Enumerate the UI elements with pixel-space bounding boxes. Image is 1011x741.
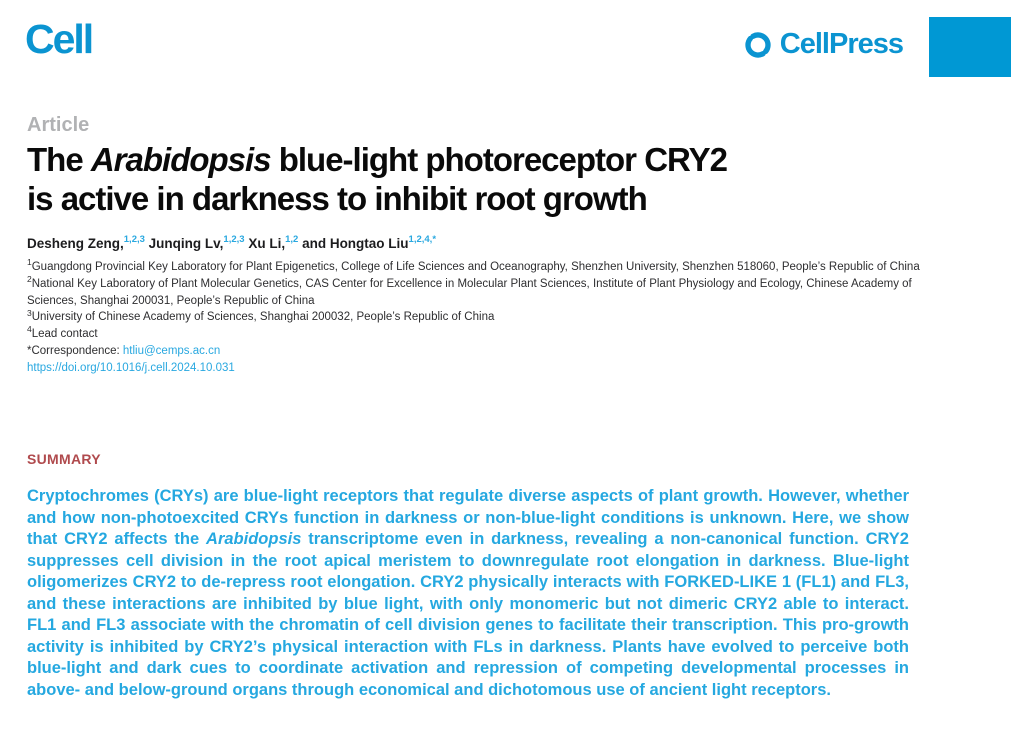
correspondence-prefix: *Correspondence: [27,344,123,357]
affiliation-line: 3University of Chinese Academy of Scienc… [27,307,495,324]
affiliation-list: 1Guangdong Provincial Key Laboratory for… [27,257,939,343]
cellpress-swirl-icon [745,31,771,58]
summary-heading: SUMMARY [27,451,101,467]
cell-journal-logo: Cell [25,16,94,62]
affiliation-line: 2National Key Laboratory of Plant Molecu… [27,273,912,307]
doi-line: https://doi.org/10.1016/j.cell.2024.10.0… [27,360,939,377]
cover-accent-rectangle [929,17,1011,77]
affiliation-line: 1Guangdong Provincial Key Laboratory for… [27,257,920,273]
article-title-line-1: The Arabidopsis blue-light photoreceptor… [27,141,728,178]
cellpress-logo: CellPress [743,28,904,61]
affiliation-line: 4Lead contact [27,324,98,341]
doi-link[interactable]: https://doi.org/10.1016/j.cell.2024.10.0… [27,361,235,374]
article-title: The Arabidopsis blue-light photoreceptor… [27,140,728,218]
authors-line: Desheng Zeng,1,2,3 Junqing Lv,1,2,3 Xu L… [27,233,437,251]
cellpress-wordmark: CellPress [779,28,904,60]
summary-paragraph: Cryptochromes (CRYs) are blue-light rece… [27,487,909,699]
article-type-label: Article [27,114,90,136]
affiliations-block: 1Guangdong Provincial Key Laboratory for… [27,257,939,377]
correspondence-email-link[interactable]: htliu@cemps.ac.cn [122,344,221,357]
correspondence-line: *Correspondence: htliu@cemps.ac.cn [27,343,939,360]
article-title-line-2: is active in darkness to inhibit root gr… [27,180,648,217]
